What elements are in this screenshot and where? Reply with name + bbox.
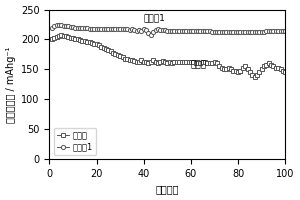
Text: 对比例: 对比例 bbox=[191, 60, 207, 69]
对比例 bbox=[284, 71, 287, 73]
对比例 bbox=[191, 61, 195, 63]
实施例1 bbox=[269, 30, 273, 32]
对比例 bbox=[276, 67, 280, 69]
Line: 实施例1: 实施例1 bbox=[50, 22, 287, 37]
对比例 bbox=[59, 34, 63, 36]
Text: 实施例1: 实施例1 bbox=[144, 13, 166, 22]
实施例1 bbox=[106, 28, 110, 31]
Legend: 对比例, 实施例1: 对比例, 实施例1 bbox=[54, 128, 96, 155]
实施例1 bbox=[97, 28, 101, 30]
实施例1 bbox=[50, 26, 54, 29]
对比例 bbox=[50, 38, 54, 41]
实施例1 bbox=[276, 29, 280, 32]
实施例1 bbox=[284, 29, 287, 32]
对比例 bbox=[253, 75, 256, 78]
实施例1 bbox=[175, 29, 178, 32]
实施例1 bbox=[194, 30, 197, 32]
对比例 bbox=[97, 44, 101, 47]
Y-axis label: 放电比容量 / mAhg⁻¹: 放电比容量 / mAhg⁻¹ bbox=[6, 46, 16, 123]
对比例 bbox=[106, 49, 110, 51]
X-axis label: 循环次数: 循环次数 bbox=[156, 184, 179, 194]
对比例 bbox=[269, 63, 273, 66]
实施例1 bbox=[57, 23, 61, 26]
Line: 对比例: 对比例 bbox=[50, 33, 287, 79]
对比例 bbox=[172, 61, 176, 63]
实施例1 bbox=[149, 34, 153, 36]
